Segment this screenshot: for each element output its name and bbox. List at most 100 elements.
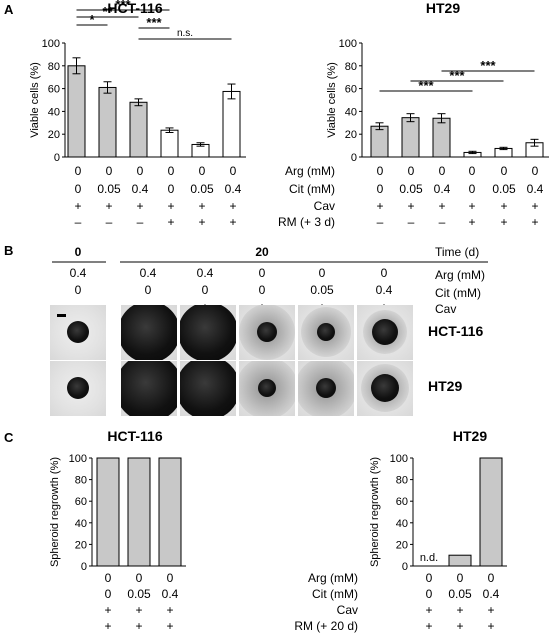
condition-cell: 0 — [167, 571, 174, 585]
condition-cell: 0 — [408, 164, 415, 178]
condition-cell: – — [377, 215, 384, 229]
condition-cell: + — [468, 215, 475, 229]
condition-cell: + — [229, 215, 236, 229]
condition-cell: 0 — [426, 587, 433, 601]
condition-cell: – — [439, 215, 446, 229]
condition-row-label: Cit (mM) — [289, 182, 335, 196]
y-tick-label: 40 — [75, 518, 87, 530]
y-axis-label: Viable cells (%) — [29, 62, 41, 138]
condition-row-label: Arg (mM) — [308, 571, 358, 585]
condition-cell: + — [468, 199, 475, 213]
y-tick-label: 100 — [390, 453, 408, 465]
condition-cell: 0 — [501, 164, 508, 178]
condition-cell: 0 — [75, 164, 82, 178]
condition-cell: 0 — [106, 164, 113, 178]
time-label: Time (d) — [435, 245, 479, 259]
bar — [370, 125, 389, 158]
condition-cell: 0 — [230, 164, 237, 178]
significance-label: * — [89, 12, 95, 27]
condition-cell: + — [167, 199, 174, 213]
cell-line-label: HT29 — [428, 378, 462, 394]
condition-cell: 0 — [469, 164, 476, 178]
significance-label: ** — [102, 4, 113, 19]
condition-cell: 0.4 — [132, 182, 149, 196]
y-tick-label: 0 — [81, 561, 87, 573]
chart-title: HT29 — [426, 0, 460, 16]
y-tick-label: 60 — [396, 496, 408, 508]
condition-cell: 0 — [136, 571, 143, 585]
y-tick-label: 100 — [339, 38, 357, 50]
condition-cell: 0 — [168, 164, 175, 178]
condition-cell: + — [198, 199, 205, 213]
condition-cell: 0 — [75, 182, 82, 196]
panel-label-b: B — [4, 243, 13, 258]
condition-cell: + — [135, 603, 142, 617]
condition-cell: + — [425, 619, 432, 633]
condition-cell: 0 — [259, 266, 266, 280]
condition-cell: + — [531, 199, 538, 213]
bar — [127, 457, 151, 567]
condition-cell: + — [136, 199, 143, 213]
condition-cell: + — [487, 619, 494, 633]
condition-cell: + — [74, 199, 81, 213]
panel-label-a: A — [4, 2, 14, 17]
condition-cell: + — [166, 619, 173, 633]
condition-cell: 0 — [202, 283, 209, 297]
y-tick-label: 100 — [42, 38, 60, 50]
significance-label: *** — [115, 0, 131, 12]
condition-cell: – — [408, 215, 415, 229]
y-tick-label: 20 — [48, 129, 60, 141]
y-tick-label: 80 — [48, 61, 60, 73]
bar — [160, 129, 179, 158]
not-determined-label: n.d. — [420, 552, 438, 564]
y-tick-label: 40 — [396, 518, 408, 530]
condition-cell: + — [104, 603, 111, 617]
condition-cell: 0.05 — [190, 182, 214, 196]
condition-cell: 0 — [199, 164, 206, 178]
condition-cell: 0 — [488, 571, 495, 585]
condition-cell: – — [145, 300, 152, 314]
time-group-20: 20 — [255, 245, 269, 259]
chart-title: HCT-116 — [107, 0, 162, 16]
y-tick-label: 40 — [345, 106, 357, 118]
y-tick-label: 60 — [345, 84, 357, 96]
y-axis-label: Viable cells (%) — [326, 62, 338, 138]
condition-cell: 0 — [145, 283, 152, 297]
y-tick-label: 20 — [345, 129, 357, 141]
y-tick-label: 40 — [48, 106, 60, 118]
bar — [401, 117, 420, 158]
condition-cell: + — [229, 199, 236, 213]
condition-row-label: Cav — [435, 302, 456, 316]
condition-cell: 0.4 — [162, 587, 179, 601]
y-tick-label: 20 — [396, 539, 408, 551]
condition-cell: 0.4 — [70, 266, 87, 280]
cell-line-label: HCT-116 — [428, 323, 483, 339]
bar — [98, 86, 117, 158]
condition-cell: + — [380, 300, 387, 314]
condition-cell: 0.4 — [225, 182, 242, 196]
condition-cell: 0 — [137, 164, 144, 178]
condition-cell: 0.4 — [527, 182, 544, 196]
panel-label-c: C — [4, 430, 14, 445]
condition-row-label: Arg (mM) — [285, 164, 335, 178]
condition-cell: – — [75, 215, 82, 229]
condition-cell: + — [500, 215, 507, 229]
condition-cell: 0 — [439, 164, 446, 178]
condition-cell: + — [487, 603, 494, 617]
condition-cell: + — [201, 300, 208, 314]
bar — [448, 554, 472, 567]
condition-cell: – — [75, 300, 82, 314]
condition-cell: + — [167, 215, 174, 229]
y-tick-label: 20 — [75, 539, 87, 551]
y-tick-label: 80 — [345, 61, 357, 73]
significance-label: n.s. — [177, 28, 193, 39]
condition-cell: 0.05 — [448, 587, 472, 601]
y-tick-label: 60 — [75, 496, 87, 508]
condition-cell: 0 — [381, 266, 388, 280]
condition-row-label: Cav — [314, 199, 335, 213]
chart-title: HT29 — [453, 428, 487, 444]
condition-cell: + — [456, 619, 463, 633]
condition-cell: + — [104, 619, 111, 633]
condition-cell: 0.4 — [376, 283, 393, 297]
condition-cell: 0 — [469, 182, 476, 196]
